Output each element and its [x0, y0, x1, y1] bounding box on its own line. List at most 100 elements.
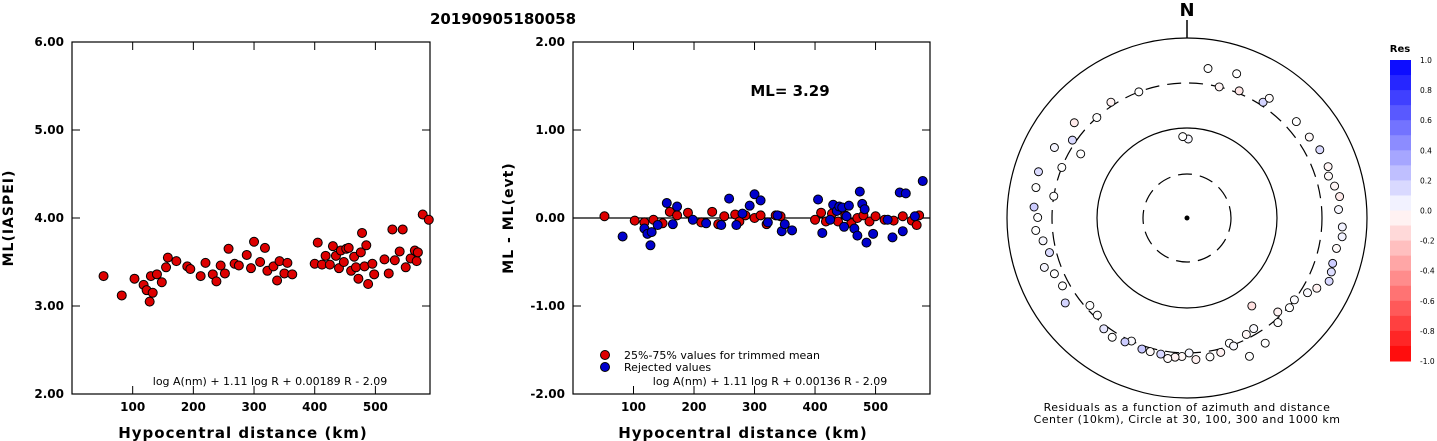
plot2-points [599, 176, 928, 251]
data-point [156, 277, 167, 288]
legend-label-rejected: Rejected values [624, 361, 711, 374]
colorbar-label: -1.0 [1420, 357, 1435, 366]
data-point [394, 246, 405, 257]
station-marker [1039, 262, 1049, 272]
station-marker [1291, 117, 1301, 127]
plot1-x-label: Hypocentral distance (km) [118, 424, 368, 441]
station-marker [1049, 191, 1059, 201]
station-marker [1092, 310, 1102, 320]
data-point [897, 211, 908, 222]
station-marker [1120, 337, 1130, 347]
station-marker [1163, 354, 1173, 363]
data-point [787, 225, 798, 236]
station-marker [1332, 243, 1341, 253]
event-title: 20190905180058 [430, 10, 576, 28]
data-point [719, 211, 730, 222]
colorbar-band [1390, 285, 1411, 302]
colorbar-band [1390, 300, 1411, 317]
data-point [882, 214, 893, 225]
plot2-x-label: Hypocentral distance (km) [618, 424, 868, 441]
station-marker [1273, 307, 1283, 317]
colorbar-band [1390, 210, 1411, 227]
data-point [255, 257, 266, 267]
station-marker [1085, 300, 1095, 310]
legend-marker-trimmed [600, 350, 610, 360]
plot1-points [98, 209, 434, 307]
data-point [411, 256, 422, 267]
station-marker [1312, 283, 1322, 293]
plot1-frame [71, 41, 431, 395]
x-tick-label: 500 [363, 400, 388, 414]
data-point [369, 269, 380, 280]
station-marker [1137, 344, 1147, 354]
plot2-y-axis: -2.00 -1.00 0.00 1.00 2.00 [530, 35, 930, 401]
station-marker [1156, 349, 1166, 359]
data-point [259, 242, 270, 253]
station-marker [1303, 288, 1312, 298]
data-point [144, 296, 155, 307]
data-point [816, 207, 827, 218]
y-tick-label: 6.00 [34, 35, 64, 49]
plot2-y-label: ML - ML(evt) [501, 162, 517, 273]
data-point [162, 252, 173, 263]
x-tick-label: 300 [742, 400, 767, 414]
station-marker [1326, 267, 1336, 277]
plot1-y-axis: 2.00 3.00 4.00 5.00 6.00 [34, 35, 430, 401]
data-point [645, 240, 656, 251]
y-tick-label: -2.00 [530, 387, 565, 401]
data-point [731, 220, 742, 231]
data-point [423, 214, 434, 225]
colorbar-band [1390, 60, 1411, 76]
epicenter-dot [1184, 215, 1190, 221]
data-point [116, 290, 127, 301]
data-point [312, 237, 323, 248]
station-marker [1033, 213, 1043, 222]
data-point [353, 273, 364, 284]
station-marker [1178, 132, 1188, 142]
x-tick-label: 200 [681, 400, 706, 414]
station-marker [1241, 329, 1251, 339]
north-label: N [1179, 0, 1194, 21]
colorbar-label: -0.6 [1420, 297, 1435, 306]
colorbar-band [1390, 270, 1411, 287]
data-point [211, 276, 222, 287]
data-point [363, 279, 374, 289]
data-point [737, 208, 748, 219]
data-point [367, 258, 378, 269]
plot2-formula: log A(nm) + 1.11 log R + 0.00136 R - 2.0… [653, 375, 887, 388]
data-point [327, 241, 338, 252]
polar-caption-line1: Residuals as a function of azimuth and d… [1044, 401, 1331, 414]
station-marker [1245, 351, 1254, 361]
station-marker [1069, 118, 1079, 128]
colorbar-band [1390, 255, 1411, 272]
residual-azimuth-plot: N Residuals as a function of azimuth and… [1006, 0, 1368, 426]
data-point [400, 262, 411, 273]
plot1-y-label: ML(IASPEI) [1, 170, 17, 267]
station-marker [1031, 183, 1041, 192]
data-point [646, 227, 657, 238]
data-point [599, 211, 610, 222]
station-marker [1145, 347, 1155, 357]
data-point [350, 262, 361, 273]
station-marker [1205, 352, 1215, 362]
data-point [241, 249, 252, 260]
data-point [839, 221, 850, 232]
x-tick-label: 200 [181, 400, 206, 414]
station-marker [1107, 332, 1117, 342]
station-marker [1049, 269, 1059, 279]
data-point [779, 219, 790, 230]
colorbar-band [1390, 195, 1411, 211]
station-marker [1249, 324, 1259, 334]
data-point [813, 194, 824, 205]
station-marker [1337, 232, 1347, 242]
ml-value-label: ML= 3.29 [750, 82, 829, 100]
data-point [412, 247, 423, 258]
colorbar-label: -0.8 [1420, 327, 1435, 336]
colorbar-band [1390, 105, 1411, 121]
data-point [397, 224, 408, 235]
data-point [249, 236, 260, 247]
colorbar-band [1390, 330, 1411, 347]
data-point [355, 247, 366, 258]
station-marker [1099, 324, 1109, 334]
